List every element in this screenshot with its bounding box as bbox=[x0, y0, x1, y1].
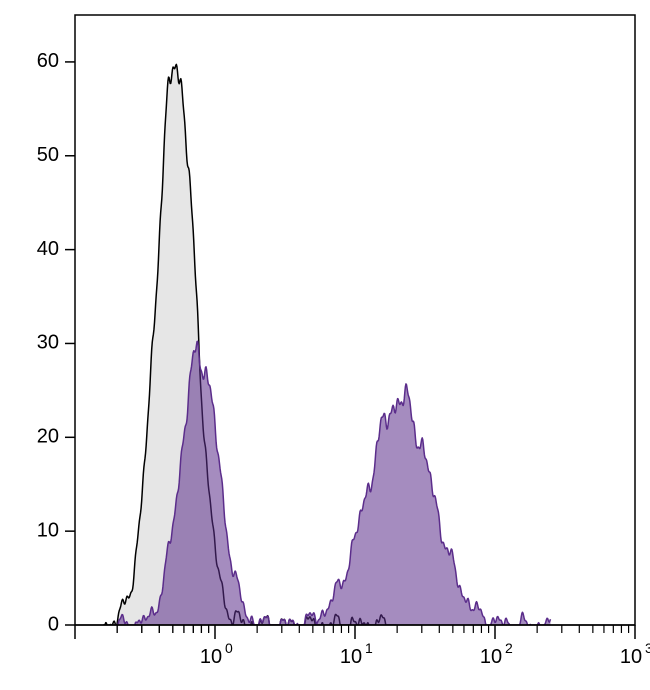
svg-text:10: 10 bbox=[620, 646, 642, 668]
svg-text:3: 3 bbox=[645, 640, 650, 656]
y-tick-label: 60 bbox=[37, 50, 59, 72]
y-tick-label: 10 bbox=[37, 519, 59, 541]
svg-text:1: 1 bbox=[365, 640, 373, 656]
y-tick-label: 0 bbox=[48, 613, 59, 635]
y-tick-label: 20 bbox=[37, 426, 59, 448]
chart-svg: 0102030405060100101102103 bbox=[0, 0, 650, 690]
svg-text:10: 10 bbox=[200, 646, 222, 668]
svg-text:10: 10 bbox=[340, 646, 362, 668]
flow-cytometry-histogram: 0102030405060100101102103 bbox=[0, 0, 650, 690]
y-tick-label: 40 bbox=[37, 238, 59, 260]
y-tick-label: 50 bbox=[37, 144, 59, 166]
svg-text:2: 2 bbox=[505, 640, 513, 656]
svg-text:0: 0 bbox=[225, 640, 233, 656]
y-tick-label: 30 bbox=[37, 332, 59, 354]
svg-text:10: 10 bbox=[480, 646, 502, 668]
